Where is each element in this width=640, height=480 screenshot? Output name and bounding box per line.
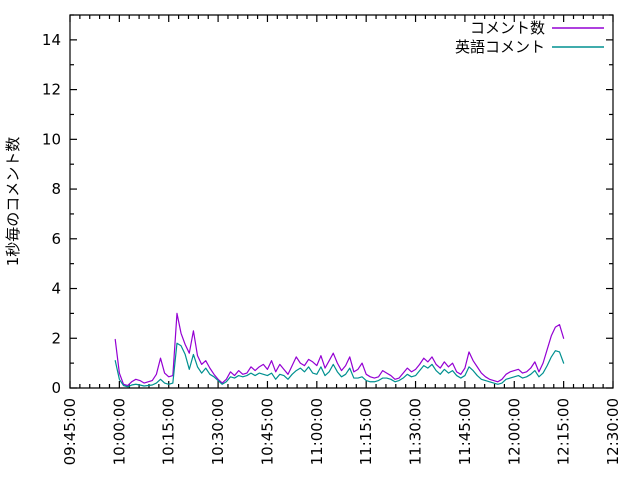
x-tick-label: 12:30:00: [604, 398, 622, 465]
x-tick-label: 11:45:00: [456, 398, 474, 465]
y-tick-label: 12: [42, 81, 61, 99]
y-axis-title: 1秒毎のコメント数: [4, 137, 22, 267]
x-tick-label: 10:15:00: [160, 398, 178, 465]
legend-label-1: 英語コメント: [455, 38, 545, 56]
x-tick-label: 10:00:00: [110, 398, 128, 465]
y-tick-label: 6: [51, 230, 61, 248]
x-tick-label: 11:15:00: [357, 398, 375, 465]
plot-frame: [69, 14, 614, 389]
legend-label-0: コメント数: [470, 19, 545, 37]
x-tick-label: 09:45:00: [61, 398, 79, 465]
y-tick-label: 8: [51, 180, 61, 198]
x-tick-label: 10:30:00: [209, 398, 227, 465]
series-line-1: [114, 342, 565, 388]
y-tick-label: 2: [51, 329, 61, 347]
x-tick-label: 11:30:00: [407, 398, 425, 465]
x-tick-label: 12:00:00: [505, 398, 523, 465]
data-series-group: [114, 312, 565, 388]
y-tick-label: 4: [51, 280, 61, 298]
series-line-0: [114, 312, 565, 387]
x-tick-label: 10:45:00: [258, 398, 276, 465]
x-axis-ticks: [69, 15, 614, 388]
x-axis-tick-labels: 09:45:00 10:00:00 10:15:00 10:30:00 10:45:00…: [61, 398, 622, 465]
x-tick-label: 12:15:00: [555, 398, 573, 465]
y-tick-label: 10: [42, 130, 61, 148]
x-tick-label: 11:00:00: [308, 398, 326, 465]
y-axis-tick-labels: 0 2 4 6 8 10 12 14: [42, 31, 61, 397]
y-tick-label: 0: [51, 379, 61, 397]
y-axis-ticks: [70, 14, 613, 389]
y-tick-label: 14: [42, 31, 61, 49]
